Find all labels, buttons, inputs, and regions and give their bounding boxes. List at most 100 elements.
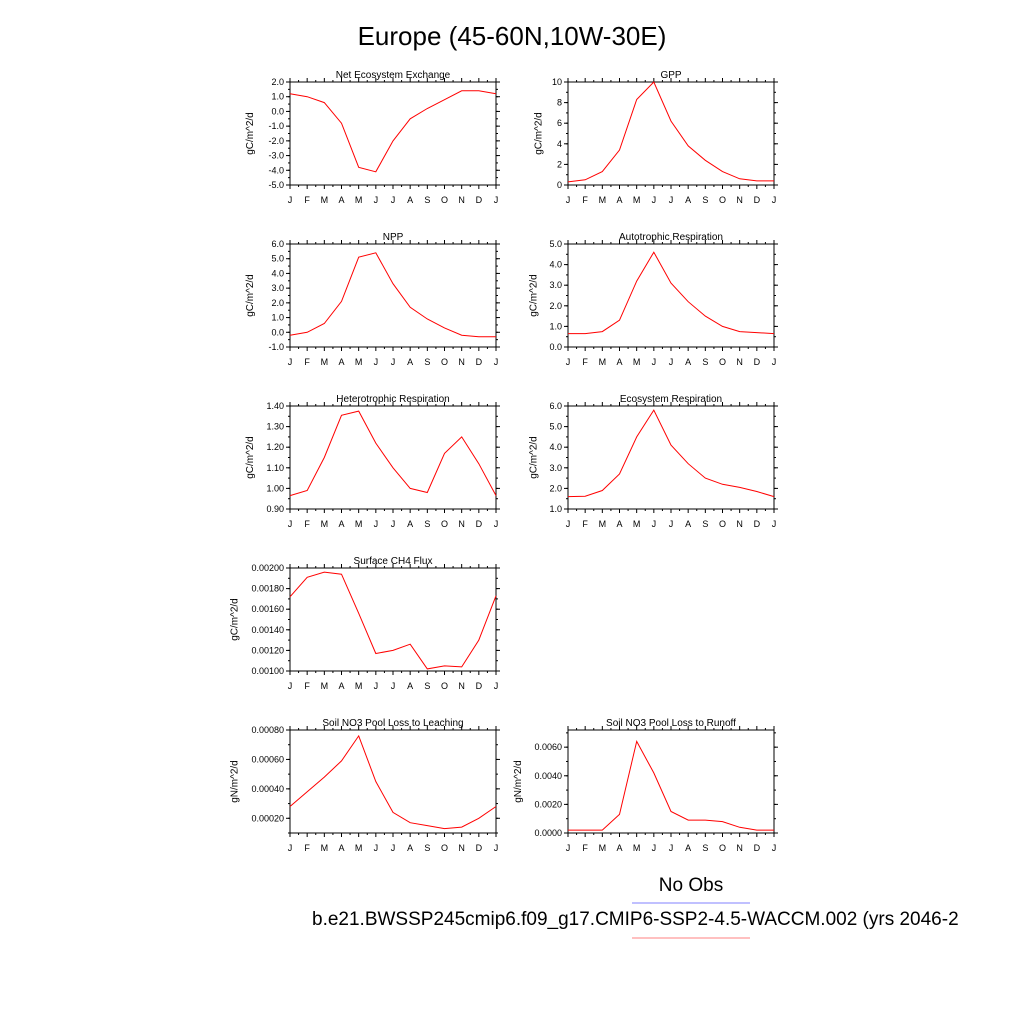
y-tick-label: 0.0040 [534, 771, 562, 781]
y-axis-label: gC/m^2/d [534, 112, 545, 155]
x-tick-label: N [736, 195, 743, 205]
y-tick-label: -2.0 [268, 136, 284, 146]
x-tick-label: J [494, 843, 499, 853]
x-tick-label: A [685, 195, 691, 205]
panel-title: Heterotrophic Respiration [336, 394, 449, 405]
x-tick-label: S [702, 843, 708, 853]
y-tick-label: 10 [552, 77, 562, 87]
x-tick-label: M [599, 519, 607, 529]
x-tick-label: D [754, 357, 761, 367]
x-tick-label: A [407, 681, 413, 691]
y-tick-label: 0.00140 [251, 625, 284, 635]
x-tick-label: M [633, 843, 641, 853]
y-tick-label: 0.00180 [251, 584, 284, 594]
y-tick-label: 4.0 [271, 268, 284, 278]
x-tick-label: J [566, 843, 571, 853]
y-tick-label: 0.0 [549, 342, 562, 352]
x-tick-label: D [754, 519, 761, 529]
x-tick-label: J [494, 519, 499, 529]
x-tick-label: M [633, 519, 641, 529]
y-tick-label: 0 [557, 180, 562, 190]
x-tick-label: O [441, 519, 448, 529]
plot-frame [289, 81, 497, 186]
x-tick-label: J [669, 843, 674, 853]
plot-frame [289, 567, 497, 672]
x-tick-label: N [458, 681, 465, 691]
x-tick-label: J [494, 357, 499, 367]
x-tick-label: J [288, 195, 293, 205]
x-tick-label: N [736, 357, 743, 367]
x-tick-label: A [407, 843, 413, 853]
x-tick-label: M [599, 843, 607, 853]
x-tick-label: A [616, 195, 622, 205]
y-tick-label: 6.0 [549, 401, 562, 411]
x-tick-label: F [304, 843, 310, 853]
x-tick-label: J [772, 843, 777, 853]
y-tick-label: 1.20 [266, 442, 284, 452]
series-line [289, 571, 497, 670]
series-line [568, 251, 775, 335]
x-tick-label: J [772, 195, 777, 205]
x-tick-label: J [391, 843, 396, 853]
y-tick-label: 1.0 [549, 504, 562, 514]
plot-frame [289, 405, 497, 510]
x-tick-label: J [772, 357, 777, 367]
x-tick-label: A [685, 843, 691, 853]
y-tick-label: 5.0 [549, 239, 562, 249]
x-tick-label: S [424, 843, 430, 853]
x-tick-label: M [321, 519, 329, 529]
x-tick-label: M [321, 843, 329, 853]
x-tick-label: O [719, 195, 726, 205]
plot-frame [567, 405, 775, 510]
x-tick-label: M [355, 195, 363, 205]
y-tick-label: 2.0 [549, 301, 562, 311]
y-tick-label: -3.0 [268, 151, 284, 161]
series-line [567, 409, 775, 498]
x-tick-label: F [582, 195, 588, 205]
x-tick-label: J [669, 357, 674, 367]
x-tick-label: J [652, 195, 657, 205]
y-tick-label: 0.00160 [251, 604, 284, 614]
y-tick-label: -4.0 [268, 165, 284, 175]
x-tick-label: J [391, 195, 396, 205]
x-tick-label: M [633, 195, 641, 205]
panel-title: Ecosystem Respiration [620, 394, 722, 405]
plot-frame [289, 729, 497, 834]
panel-title: NPP [383, 232, 404, 243]
x-tick-label: J [669, 195, 674, 205]
x-tick-label: A [338, 195, 344, 205]
y-tick-label: 3.0 [271, 283, 284, 293]
y-axis-label: gC/m^2/d [528, 274, 539, 317]
x-tick-label: D [476, 357, 483, 367]
x-tick-label: J [374, 519, 379, 529]
y-tick-label: 5.0 [549, 422, 562, 432]
y-tick-label: 0.0 [271, 106, 284, 116]
y-tick-label: 0.0060 [534, 742, 562, 752]
y-tick-label: 6.0 [271, 239, 284, 249]
y-tick-label: 2.0 [271, 77, 284, 87]
y-tick-label: 4.0 [549, 260, 562, 270]
y-tick-label: 2 [557, 159, 562, 169]
panel-title: Soil NO3 Pool Loss to Leaching [322, 718, 463, 729]
y-tick-label: 2.0 [271, 298, 284, 308]
x-tick-label: J [566, 357, 571, 367]
x-tick-label: F [582, 519, 588, 529]
y-tick-label: 1.30 [266, 422, 284, 432]
x-tick-label: M [599, 357, 607, 367]
y-tick-label: -1.0 [268, 121, 284, 131]
legend: No Obs b.e21.BWSSP245cmip6.f09_g17.CMIP6… [312, 875, 959, 939]
y-axis-label: gN/m^2/d [513, 760, 524, 803]
y-tick-label: 0.00200 [251, 563, 284, 573]
x-tick-label: J [288, 843, 293, 853]
legend-label-model: b.e21.BWSSP245cmip6.f09_g17.CMIP6-SSP2-4… [312, 909, 959, 930]
x-tick-label: O [719, 357, 726, 367]
x-tick-label: J [288, 357, 293, 367]
x-tick-label: N [458, 195, 465, 205]
x-tick-label: N [458, 357, 465, 367]
